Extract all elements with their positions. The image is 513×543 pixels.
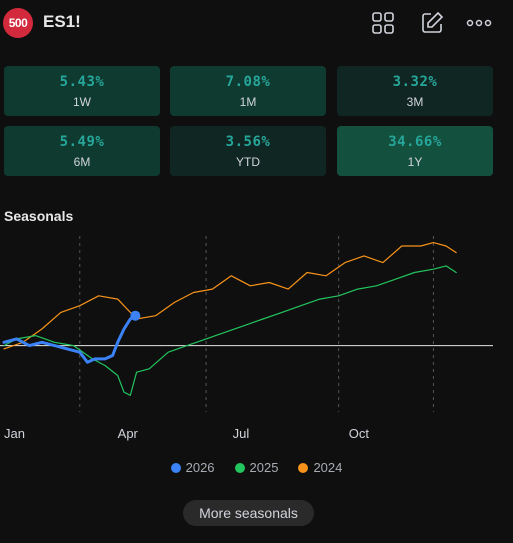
chart-legend: 2026 2025 2024 [0,460,513,475]
more-seasonals-button[interactable]: More seasonals [183,500,314,526]
perf-period: 1M [239,94,257,109]
perf-tile-1w[interactable]: 5.43% 1W [4,66,160,116]
perf-value: 3.32% [392,73,438,90]
perf-tile-6m[interactable]: 5.49% 6M [4,126,160,176]
perf-period: 1W [73,94,91,109]
perf-tile-1y[interactable]: 34.66% 1Y [337,126,493,176]
perf-period: 6M [73,154,91,169]
perf-tile-3m[interactable]: 3.32% 3M [337,66,493,116]
perf-value: 5.43% [59,73,105,90]
legend-dot-icon [170,462,181,473]
grid-icon[interactable] [370,10,396,36]
more-icon[interactable] [466,10,492,36]
perf-value: 7.08% [225,73,271,90]
perf-period: 3M [406,94,424,109]
legend-label: 2026 [185,460,215,475]
perf-value: 5.49% [59,133,105,150]
perf-tile-1m[interactable]: 7.08% 1M [170,66,326,116]
legend-label: 2024 [313,460,343,475]
x-tick-label: Oct [349,426,370,441]
header: 500 ES1! [0,0,513,46]
perf-period: 1Y [407,154,423,169]
edit-icon[interactable] [419,10,445,36]
legend-item-2025[interactable]: 2025 [234,460,279,475]
perf-tile-ytd[interactable]: 3.56% YTD [170,126,326,176]
series-line-2024 [3,242,457,350]
legend-item-2024[interactable]: 2024 [298,460,342,475]
series-end-marker-2026 [130,310,141,321]
perf-value: 34.66% [388,133,442,150]
perf-period: YTD [236,154,260,169]
x-tick-label: Jan [4,426,25,441]
legend-dot-icon [298,462,309,473]
legend-item-2026[interactable]: 2026 [170,460,215,475]
seasonals-title: Seasonals [4,208,74,224]
perf-value: 3.56% [225,133,271,150]
legend-label: 2025 [249,460,279,475]
symbol-name[interactable]: ES1! [43,12,81,31]
seasonals-chart[interactable]: Jan Apr Jul Oct [0,232,513,447]
x-tick-label: Apr [118,426,139,441]
series-line-2026 [2,314,137,364]
legend-dot-icon [234,462,245,473]
series-line-2025 [3,265,457,396]
symbol-logo: 500 [3,8,33,38]
x-tick-label: Jul [233,426,250,441]
